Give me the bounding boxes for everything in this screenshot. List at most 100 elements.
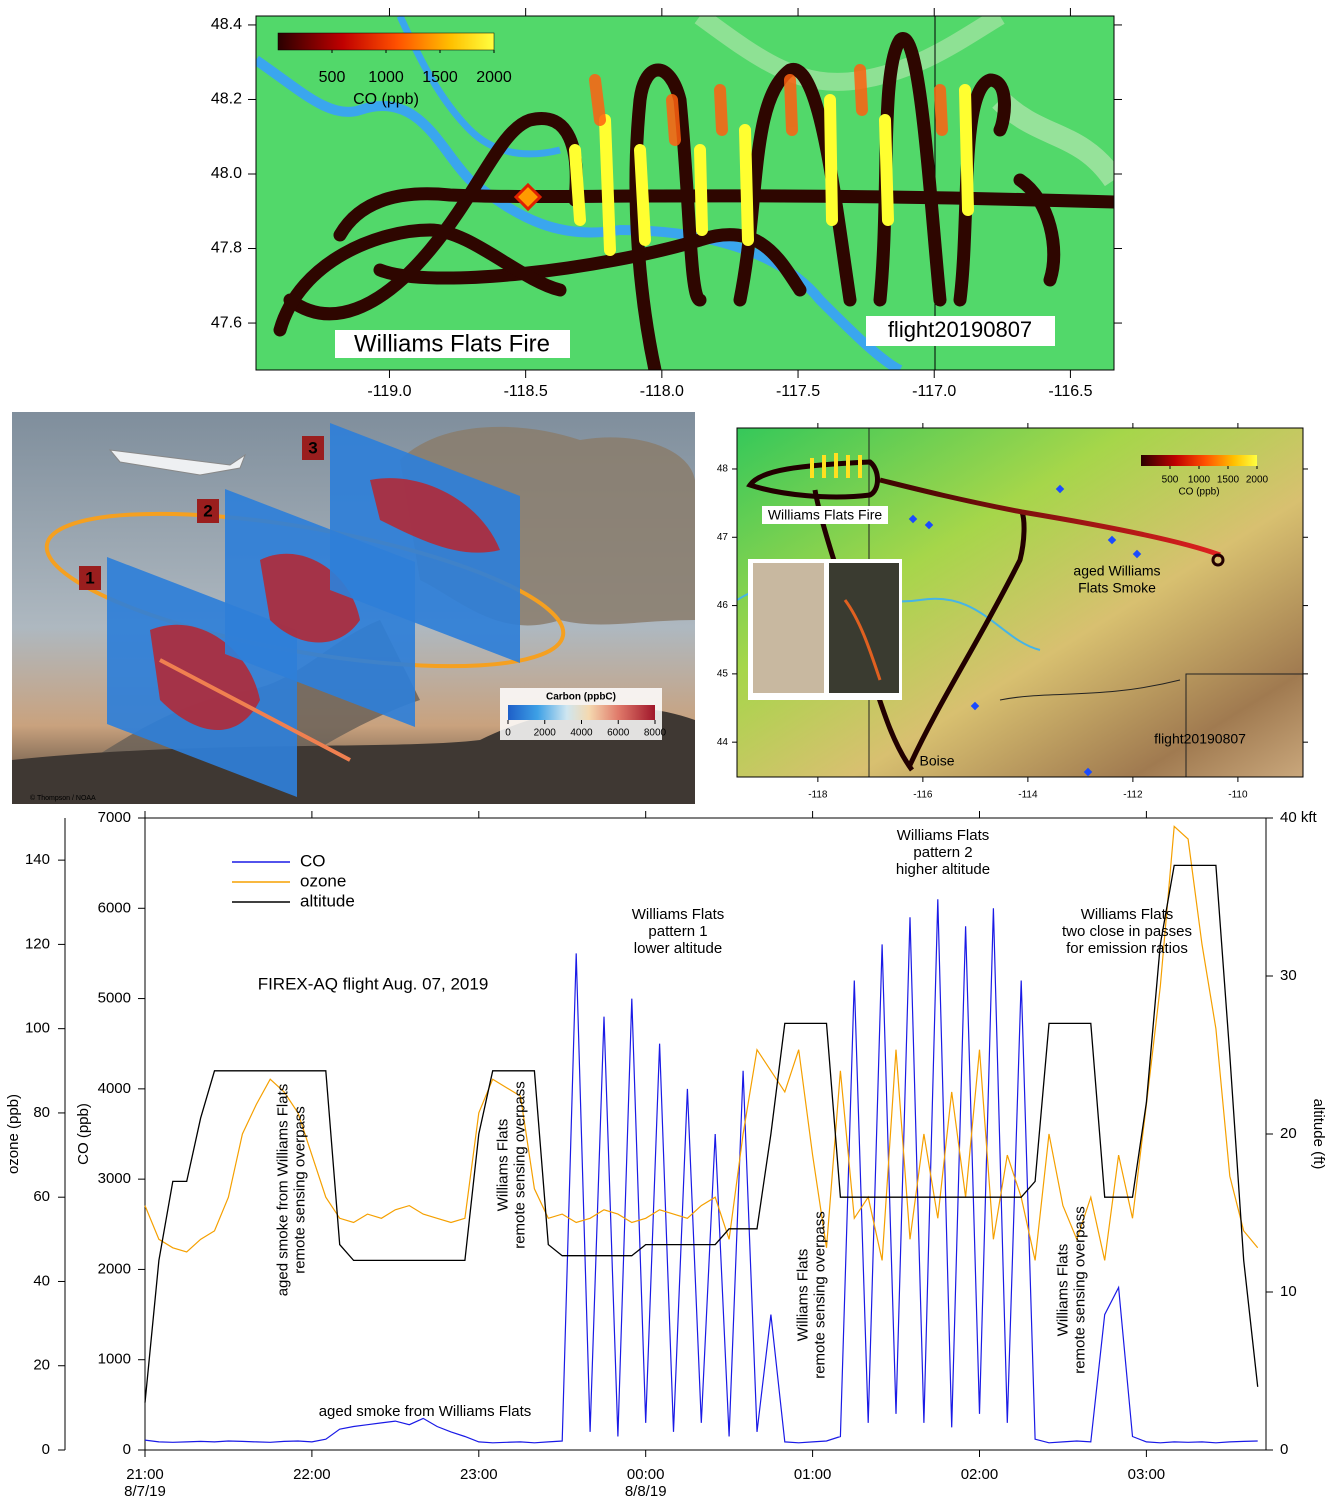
y3-axis-label: ozone (ppb)	[5, 1094, 22, 1174]
border	[1185, 673, 1303, 777]
map-frame	[255, 15, 1115, 371]
x-tick-label: -119.0	[367, 383, 411, 400]
terrain	[992, 91, 1114, 187]
flight-leg	[159, 658, 351, 762]
colorbar-tick-label: 2000	[534, 728, 557, 739]
y-tick-label: 140	[25, 851, 50, 868]
annotation: Williams Flats	[897, 827, 990, 844]
y-tick-label: 46	[717, 600, 729, 611]
map-label: Flats Smoke	[1078, 580, 1156, 596]
curtain-number: 1	[85, 568, 94, 587]
map-label: aged Williams	[1073, 563, 1160, 579]
label-box	[866, 316, 1055, 346]
colorbar-label: CO (ppb)	[353, 91, 419, 108]
colorbar-tick-label: 0	[505, 728, 511, 739]
colorbar-label: CO (ppb)	[1178, 487, 1219, 498]
y-tick-label: 6000	[98, 899, 131, 916]
y-tick-label: 80	[33, 1104, 50, 1121]
colorbar-tick-label: 2000	[476, 69, 512, 86]
credit: © Thompson / NOAA	[30, 794, 96, 802]
border	[999, 679, 1181, 701]
colorbar-tick-label: 1000	[368, 69, 404, 86]
x-tick-label: -118.0	[640, 383, 684, 400]
annotation: aged smoke from Williams Flats	[274, 1084, 291, 1297]
mid-co-segments	[589, 64, 948, 146]
inset-image	[829, 563, 899, 693]
series-line	[144, 899, 1258, 1444]
y-tick-label: 44	[717, 737, 729, 748]
annotation: Williams Flats	[494, 1119, 511, 1212]
colorbar-tick-label: 500	[319, 69, 346, 86]
y-tick-label: 10	[1280, 1283, 1297, 1300]
series-line	[144, 864, 1259, 1403]
annotation: for emission ratios	[1066, 940, 1188, 957]
map-frame	[736, 427, 1304, 778]
y-tick-label: 47	[717, 532, 729, 543]
map-label: flight20190807	[888, 317, 1032, 342]
colorbar-label: Carbon (ppbC)	[546, 692, 616, 703]
high-co-segments	[810, 453, 862, 478]
colorbar-tick-label: 4000	[570, 728, 593, 739]
flight-track	[879, 477, 1221, 558]
y-tick-label: 4000	[98, 1080, 131, 1097]
label-box	[197, 499, 219, 523]
label-box	[302, 436, 324, 460]
annotation: pattern 1	[648, 923, 707, 940]
map-label: Williams Flats Fire	[354, 330, 550, 357]
y-tick-label: 48.0	[211, 165, 242, 182]
x-tick-label: -116.5	[1048, 383, 1092, 400]
y-tick-label: 47.8	[211, 240, 242, 257]
high-co-segments	[569, 84, 974, 256]
legend-label: CO	[300, 851, 326, 870]
map-label: Williams Flats Fire	[768, 507, 883, 523]
inset-fire	[843, 599, 882, 681]
colorbar-tick-label: 8000	[644, 728, 667, 739]
map-label: Boise	[919, 753, 954, 769]
illustration	[12, 412, 695, 804]
annotation: Williams Flats	[632, 906, 725, 923]
annotation: remote sensing overpass	[291, 1106, 308, 1274]
x-tick-label: -112	[1123, 790, 1143, 801]
annotation: Williams Flats	[1054, 1244, 1071, 1337]
date-label: 8/7/19	[124, 1483, 166, 1499]
colorbar-tick-label: 500	[1162, 475, 1179, 486]
map-label: flight20190807	[1154, 731, 1246, 747]
curtain-plume	[370, 478, 500, 553]
x-tick-label: 03:00	[1128, 1466, 1166, 1483]
x-tick-label: 02:00	[961, 1466, 999, 1483]
inset-image	[753, 563, 824, 693]
annotation: remote sensing overpass	[811, 1211, 828, 1379]
y-tick-label: 0	[1280, 1441, 1288, 1458]
annotation: Williams Flats	[1081, 906, 1174, 923]
top-map	[256, 16, 1114, 370]
curtain-number: 2	[203, 501, 212, 520]
flight-track	[907, 511, 1027, 767]
chart-title: FIREX-AQ flight Aug. 07, 2019	[258, 974, 489, 993]
annotation: Williams Flats	[794, 1249, 811, 1342]
label-box	[335, 330, 570, 358]
aircraft	[108, 449, 247, 476]
site-markers	[908, 484, 1142, 777]
y-tick-label: 40	[33, 1272, 50, 1289]
annotation: remote sensing overpass	[1071, 1206, 1088, 1374]
y-tick-label: 47.6	[211, 314, 242, 331]
x-tick-label: -117.0	[912, 383, 956, 400]
x-tick-label: 23:00	[460, 1466, 498, 1483]
x-tick-label: 21:00	[126, 1466, 164, 1483]
y-tick-label: 7000	[98, 809, 131, 826]
x-tick-label: -114	[1018, 790, 1038, 801]
legend-label: ozone	[300, 871, 346, 890]
river	[256, 55, 903, 370]
series-line	[144, 825, 1259, 1261]
y-tick-label: 100	[25, 1020, 50, 1037]
colorbar-tick-label: 1000	[1188, 475, 1211, 486]
annotation: lower altitude	[634, 940, 722, 957]
colorbar-tick-label: 2000	[1246, 475, 1269, 486]
y-tick-label: 5000	[98, 990, 131, 1007]
river	[396, 16, 561, 158]
x-tick-label: -110	[1228, 790, 1248, 801]
y-tick-label: 60	[33, 1188, 50, 1205]
colorbar	[277, 32, 495, 51]
y-tick-label: 20	[33, 1357, 50, 1374]
